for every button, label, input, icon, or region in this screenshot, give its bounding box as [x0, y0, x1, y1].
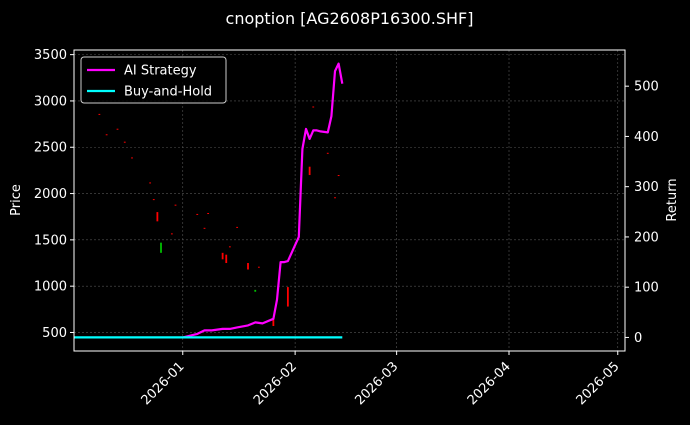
price-candle: [286, 287, 289, 307]
legend-box: [80, 56, 227, 104]
price-candle: [308, 166, 311, 176]
price-candle: [105, 134, 108, 136]
y-right-tick-label: 500: [634, 80, 659, 95]
y-axis-right-label: Return: [665, 178, 680, 221]
plot-frame: [73, 49, 626, 352]
price-candle: [123, 141, 126, 143]
price-candle: [326, 152, 329, 154]
price-candle: [272, 319, 275, 326]
price-candle: [225, 254, 228, 264]
price-candle: [152, 199, 155, 201]
price-candle: [203, 227, 206, 229]
y-axis-left-label: Price: [9, 184, 24, 216]
series-line-ai-strategy: [182, 62, 344, 339]
legend: AI Strategy Buy-and-Hold: [80, 56, 227, 104]
price-candle: [312, 106, 315, 108]
price-candle: [221, 252, 224, 260]
price-candle: [156, 212, 159, 222]
y-left-tick-label: 3000: [34, 94, 67, 109]
price-candle: [337, 175, 340, 177]
y-right-tick-label: 0: [634, 331, 642, 346]
y-right-tick-label: 300: [634, 180, 659, 195]
price-candle: [236, 226, 239, 228]
legend-label: Buy-and-Hold: [124, 85, 212, 100]
price-candle: [257, 266, 260, 268]
y-right-tick-label: 400: [634, 130, 659, 145]
price-candle: [207, 213, 210, 215]
y-left-tick-label: 500: [42, 326, 67, 341]
price-candle: [247, 263, 249, 270]
price-candle: [116, 128, 119, 130]
y-left-tick-label: 2500: [34, 141, 67, 156]
price-candle: [160, 242, 162, 253]
candle-layer: [98, 106, 340, 326]
price-candle: [149, 182, 152, 184]
y-left-tick-label: 3500: [34, 48, 67, 63]
price-candle: [334, 197, 336, 199]
price-candle: [170, 233, 173, 235]
y-right-tick-label: 100: [634, 281, 659, 296]
price-candle: [254, 289, 257, 292]
legend-label: AI Strategy: [124, 64, 197, 79]
price-candle: [228, 246, 231, 248]
price-candle: [196, 213, 199, 215]
price-candle: [131, 157, 133, 159]
y-right-tick-label: 200: [634, 230, 659, 245]
series-layer: [74, 62, 344, 339]
y-left-tick-label: 1500: [34, 233, 67, 248]
chart-title: cnoption [AG2608P16300.SHF]: [226, 9, 474, 28]
price-candle: [98, 113, 101, 115]
price-candle: [174, 204, 177, 206]
y-left-tick-label: 2000: [34, 187, 67, 202]
y-left-tick-label: 1000: [34, 280, 67, 295]
